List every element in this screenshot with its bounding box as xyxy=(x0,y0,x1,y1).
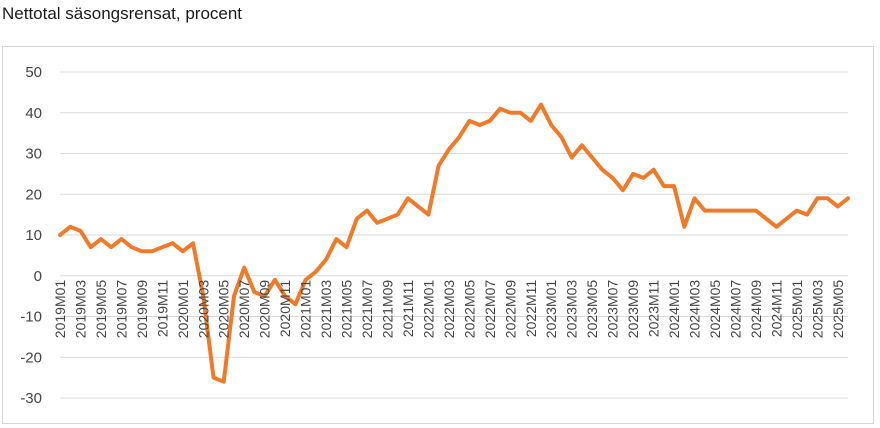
x-tick-label: 2023M09 xyxy=(625,280,641,339)
x-tick-label: 2019M11 xyxy=(154,280,170,338)
x-tick-label: 2020M01 xyxy=(175,280,191,339)
x-tick-label: 2023M07 xyxy=(605,280,621,339)
y-tick-label: 0 xyxy=(34,268,42,285)
x-tick-label: 2022M05 xyxy=(461,280,477,339)
gridlines xyxy=(60,71,848,399)
series-layer xyxy=(58,102,850,384)
y-tick-label: 20 xyxy=(25,186,42,203)
y-tick-label: 40 xyxy=(25,105,42,122)
x-tick-label: 2024M05 xyxy=(707,280,723,339)
x-tick-label: 2024M01 xyxy=(666,280,682,339)
x-tick-label: 2022M03 xyxy=(441,280,457,339)
x-tick-label: 2020M05 xyxy=(216,280,232,339)
x-tick-label: 2019M05 xyxy=(93,280,109,339)
x-tick-label: 2023M11 xyxy=(646,280,662,338)
y-tick-label: 50 xyxy=(25,64,42,81)
x-tick-label: 2021M03 xyxy=(318,280,334,339)
y-tick-label: 30 xyxy=(25,146,42,163)
x-tick-label: 2025M03 xyxy=(809,280,825,339)
y-axis-ticks: 50 40 30 20 10 0 -10 -20 -30 xyxy=(20,64,42,407)
x-tick-label: 2020M03 xyxy=(195,280,211,339)
x-tick-label: 2023M03 xyxy=(564,280,580,339)
x-tick-label: 2022M11 xyxy=(523,280,539,338)
series-line xyxy=(58,102,850,384)
y-tick-label: -10 xyxy=(20,309,42,326)
x-tick-label: 2019M09 xyxy=(134,280,150,339)
y-tick-label: 10 xyxy=(25,227,42,244)
x-axis-ticks: 2019M01 2019M03 2019M05 2019M07 2019M09 2019M… xyxy=(52,280,846,339)
x-tick-label: 2024M03 xyxy=(687,280,703,339)
x-tick-label: 2020M09 xyxy=(257,280,273,339)
x-tick-label: 2019M03 xyxy=(73,280,89,339)
x-tick-label: 2021M05 xyxy=(339,280,355,339)
x-tick-label: 2019M01 xyxy=(52,280,68,339)
x-tick-label: 2024M07 xyxy=(727,280,743,339)
x-tick-label: 2025M01 xyxy=(789,280,805,339)
x-tick-label: 2021M07 xyxy=(359,280,375,339)
x-tick-label: 2020M11 xyxy=(277,280,293,338)
y-tick-label: -30 xyxy=(20,390,42,407)
x-tick-label: 2022M01 xyxy=(420,280,436,339)
x-tick-label: 2019M07 xyxy=(113,280,129,339)
y-tick-label: -20 xyxy=(20,349,42,366)
x-tick-label: 2022M09 xyxy=(502,280,518,339)
x-tick-label: 2021M01 xyxy=(298,280,314,339)
x-tick-label: 2024M11 xyxy=(768,280,784,338)
x-tick-label: 2021M11 xyxy=(400,280,416,338)
chart-frame xyxy=(2,46,874,424)
x-tick-label: 2023M01 xyxy=(543,280,559,339)
x-tick-label: 2020M07 xyxy=(236,280,252,339)
x-tick-label: 2021M09 xyxy=(380,280,396,339)
chart-title: Nettotal säsongsrensat, procent xyxy=(2,4,243,23)
x-tick-label: 2023M05 xyxy=(584,280,600,339)
x-tick-label: 2025M05 xyxy=(830,280,846,339)
x-tick-label: 2024M09 xyxy=(748,280,764,339)
x-tick-label: 2022M07 xyxy=(482,280,498,339)
